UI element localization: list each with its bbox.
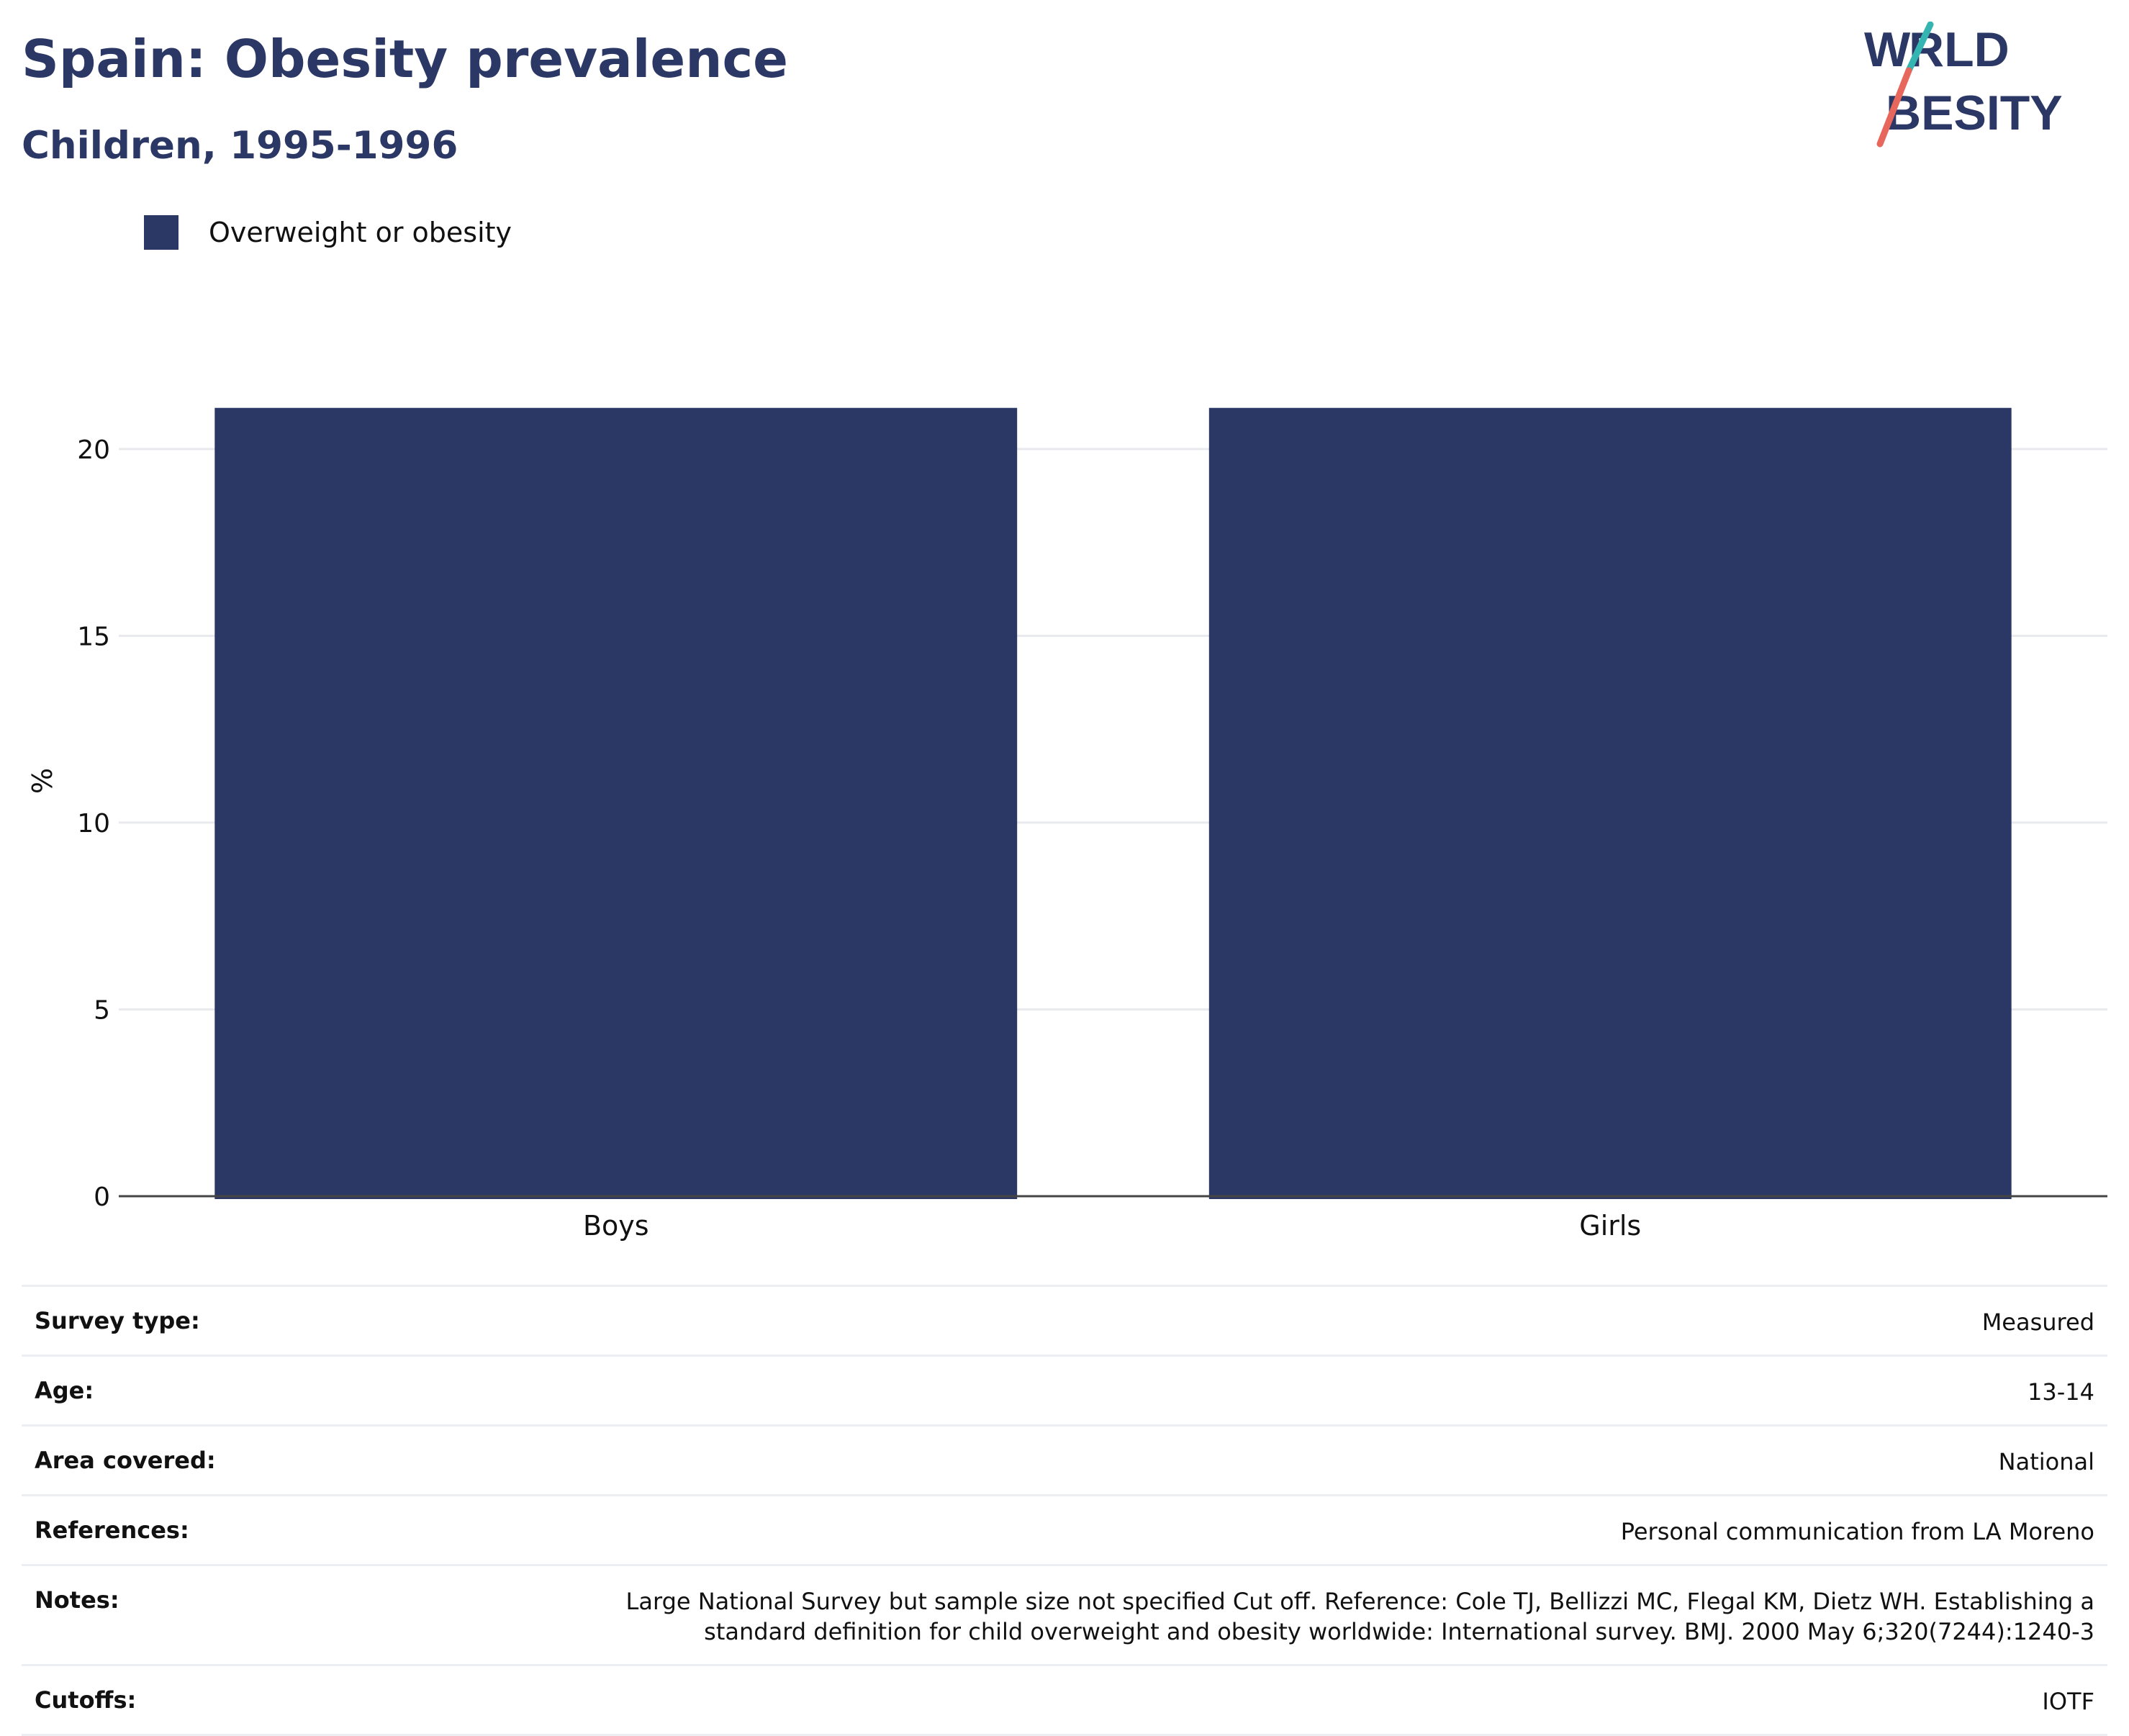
meta-row-survey-type: Survey type: Measured xyxy=(22,1285,2107,1355)
x-tick-label: Girls xyxy=(1579,1210,1641,1242)
legend: Overweight or obesity xyxy=(144,214,512,250)
meta-row-age: Age: 13-14 xyxy=(22,1355,2107,1424)
meta-value: Large National Survey but sample size no… xyxy=(625,1588,2094,1645)
meta-value: Personal communication from LA Moreno xyxy=(1620,1518,2094,1545)
y-tick-label: 5 xyxy=(94,995,110,1025)
y-tick-label: 0 xyxy=(94,1183,110,1212)
bar-chart: 0 5 10 15 20 Boys Girls% xyxy=(27,407,2107,1242)
svg-text:W: W xyxy=(1864,22,1911,77)
y-tick-label: 15 xyxy=(77,622,110,651)
meta-value: IOTF xyxy=(2042,1688,2094,1715)
svg-text:BESITY: BESITY xyxy=(1886,86,2063,140)
meta-row-references: References: Personal communication from … xyxy=(22,1494,2107,1564)
x-tick-label: Boys xyxy=(583,1210,649,1242)
meta-label: Area covered: xyxy=(35,1447,216,1474)
world-obesity-logo: W RLD BESITY xyxy=(1864,22,2063,148)
meta-row-notes: Notes: Large National Survey but sample … xyxy=(22,1564,2107,1664)
survey-metadata-table: Survey type: Measured Age: 13-14 Area co… xyxy=(22,1285,2107,1736)
meta-row-area-covered: Area covered: National xyxy=(22,1424,2107,1494)
meta-value: National xyxy=(1998,1448,2094,1475)
meta-label: Survey type: xyxy=(35,1307,200,1334)
chart-subtitle: Children, 1995-1996 xyxy=(22,124,458,168)
meta-label: References: xyxy=(35,1516,189,1544)
meta-label: Notes: xyxy=(35,1586,119,1614)
legend-label: Overweight or obesity xyxy=(209,217,512,248)
meta-label: Cutoffs: xyxy=(35,1686,137,1714)
meta-value: Measured xyxy=(1981,1308,2094,1336)
meta-value: 13-14 xyxy=(2028,1378,2094,1406)
axes: 0 5 10 15 20 Boys Girls% xyxy=(27,435,2107,1242)
chart-title: Spain: Obesity prevalence xyxy=(22,29,788,89)
meta-label: Age: xyxy=(35,1377,94,1404)
meta-row-cutoffs: Cutoffs: IOTF xyxy=(22,1664,2107,1736)
bar-boys xyxy=(214,407,1018,1199)
y-tick-label: 10 xyxy=(77,809,110,838)
y-tick-label: 20 xyxy=(77,435,110,465)
y-axis-title: % xyxy=(27,768,58,794)
bars xyxy=(214,407,2012,1199)
bar-girls xyxy=(1208,407,2012,1199)
legend-swatch xyxy=(144,215,178,250)
